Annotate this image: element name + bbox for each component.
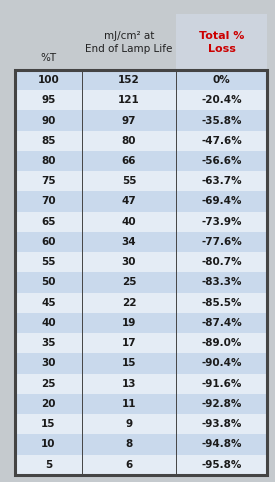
Text: -90.4%: -90.4% bbox=[201, 359, 242, 368]
Text: -35.8%: -35.8% bbox=[201, 116, 242, 125]
Text: -73.9%: -73.9% bbox=[201, 217, 242, 227]
Text: -80.7%: -80.7% bbox=[201, 257, 242, 267]
Text: 121: 121 bbox=[118, 95, 140, 105]
Bar bbox=[15, 374, 267, 394]
Bar bbox=[15, 151, 267, 171]
Text: %T: %T bbox=[40, 53, 57, 63]
Text: -92.8%: -92.8% bbox=[201, 399, 242, 409]
Bar bbox=[15, 252, 267, 272]
Bar bbox=[15, 455, 267, 475]
Text: 25: 25 bbox=[122, 278, 136, 287]
Bar bbox=[15, 394, 267, 414]
Text: 100: 100 bbox=[38, 75, 59, 85]
Text: mJ/cm² at
End of Lamp Life: mJ/cm² at End of Lamp Life bbox=[85, 30, 173, 54]
Bar bbox=[15, 313, 267, 333]
Text: 11: 11 bbox=[122, 399, 136, 409]
Text: -77.6%: -77.6% bbox=[201, 237, 242, 247]
Bar bbox=[176, 14, 267, 70]
Text: 15: 15 bbox=[41, 419, 56, 429]
Text: -94.8%: -94.8% bbox=[201, 440, 242, 449]
Text: 90: 90 bbox=[41, 116, 56, 125]
Text: 15: 15 bbox=[122, 359, 136, 368]
Text: 97: 97 bbox=[122, 116, 136, 125]
Text: 20: 20 bbox=[41, 399, 56, 409]
Text: -87.4%: -87.4% bbox=[201, 318, 242, 328]
Text: 22: 22 bbox=[122, 298, 136, 308]
Text: 30: 30 bbox=[41, 359, 56, 368]
Text: 75: 75 bbox=[41, 176, 56, 186]
Text: 152: 152 bbox=[118, 75, 140, 85]
Bar bbox=[15, 232, 267, 252]
Text: 95: 95 bbox=[41, 95, 56, 105]
Text: 66: 66 bbox=[122, 156, 136, 166]
Text: -69.4%: -69.4% bbox=[201, 197, 242, 206]
Bar bbox=[15, 171, 267, 191]
Bar bbox=[15, 414, 267, 434]
Text: 50: 50 bbox=[41, 278, 56, 287]
Text: -85.5%: -85.5% bbox=[201, 298, 242, 308]
Text: 40: 40 bbox=[41, 318, 56, 328]
Text: 34: 34 bbox=[122, 237, 136, 247]
Text: 55: 55 bbox=[41, 257, 56, 267]
Bar bbox=[15, 353, 267, 374]
Text: -91.6%: -91.6% bbox=[201, 379, 242, 388]
Text: 0%: 0% bbox=[213, 75, 230, 85]
Text: -63.7%: -63.7% bbox=[201, 176, 242, 186]
Text: 80: 80 bbox=[122, 136, 136, 146]
Text: -95.8%: -95.8% bbox=[201, 460, 242, 469]
Text: 13: 13 bbox=[122, 379, 136, 388]
Text: 10: 10 bbox=[41, 440, 56, 449]
Text: 25: 25 bbox=[41, 379, 56, 388]
Text: 65: 65 bbox=[41, 217, 56, 227]
Text: 8: 8 bbox=[125, 440, 133, 449]
Bar bbox=[15, 434, 267, 455]
Text: -20.4%: -20.4% bbox=[201, 95, 242, 105]
Text: 47: 47 bbox=[122, 197, 136, 206]
Bar bbox=[15, 131, 267, 151]
Text: 45: 45 bbox=[41, 298, 56, 308]
Text: 60: 60 bbox=[41, 237, 56, 247]
Text: 85: 85 bbox=[41, 136, 56, 146]
Text: 5: 5 bbox=[45, 460, 52, 469]
Text: 35: 35 bbox=[41, 338, 56, 348]
Bar bbox=[15, 212, 267, 232]
Bar bbox=[15, 191, 267, 212]
Text: -93.8%: -93.8% bbox=[201, 419, 242, 429]
Text: 19: 19 bbox=[122, 318, 136, 328]
Text: 70: 70 bbox=[41, 197, 56, 206]
Bar bbox=[15, 110, 267, 131]
Text: 9: 9 bbox=[125, 419, 133, 429]
Bar bbox=[15, 333, 267, 353]
Text: -83.3%: -83.3% bbox=[201, 278, 242, 287]
Bar bbox=[15, 272, 267, 293]
Bar bbox=[15, 70, 267, 475]
Text: 30: 30 bbox=[122, 257, 136, 267]
Text: 6: 6 bbox=[125, 460, 133, 469]
Bar bbox=[15, 293, 267, 313]
Text: Total %
Loss: Total % Loss bbox=[199, 30, 244, 54]
Text: 40: 40 bbox=[122, 217, 136, 227]
Text: -89.0%: -89.0% bbox=[201, 338, 242, 348]
Text: 55: 55 bbox=[122, 176, 136, 186]
Bar bbox=[15, 70, 267, 90]
Text: -47.6%: -47.6% bbox=[201, 136, 242, 146]
Text: -56.6%: -56.6% bbox=[201, 156, 242, 166]
Text: 17: 17 bbox=[122, 338, 136, 348]
Text: 80: 80 bbox=[41, 156, 56, 166]
Bar bbox=[15, 90, 267, 110]
